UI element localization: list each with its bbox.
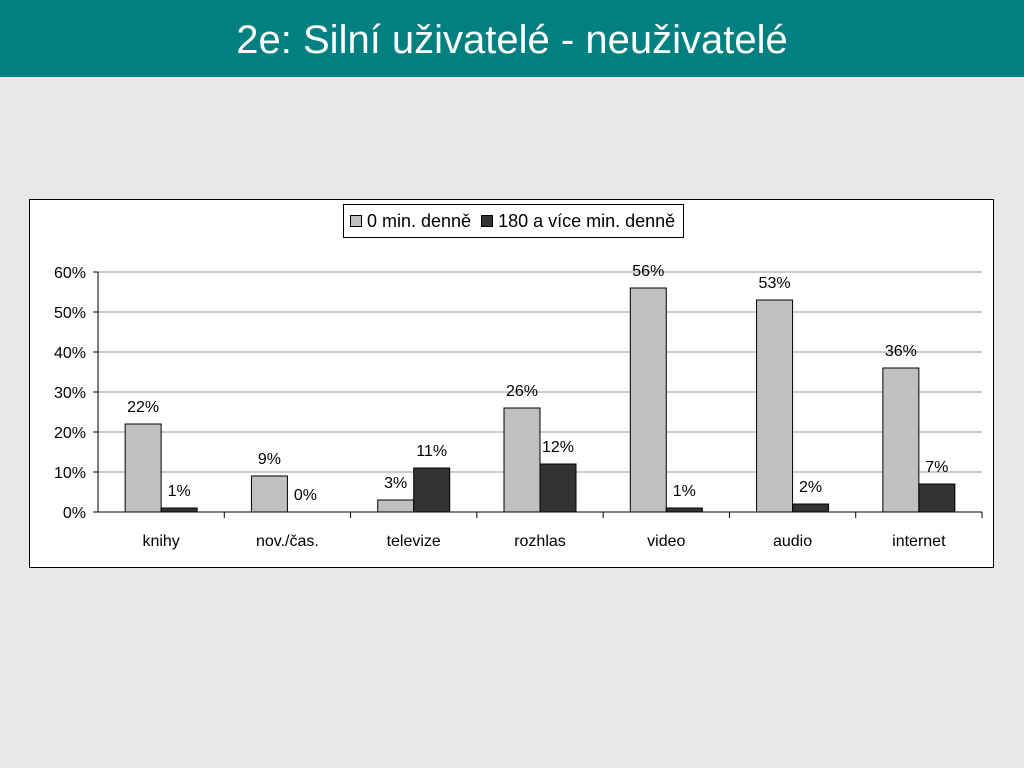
- bar-series-0: [882, 367, 920, 513]
- bar-series-1: [413, 467, 451, 513]
- y-tick-label: 60%: [54, 265, 86, 282]
- data-label-series-1: 11%: [416, 443, 447, 460]
- y-tick-label: 30%: [54, 385, 86, 402]
- data-label-series-0: 53%: [759, 275, 791, 292]
- x-tick-label: video: [647, 533, 685, 550]
- data-label-series-1: 1%: [673, 483, 696, 500]
- x-tick-label: knihy: [142, 533, 179, 550]
- x-tick-label: nov./čas.: [256, 533, 319, 550]
- bar-series-1: [792, 503, 830, 513]
- data-label-series-1: 7%: [925, 459, 948, 476]
- y-tick-label: 20%: [54, 425, 86, 442]
- bar-chart: 0% 10% 20% 30% 40% 50% 60% knihy 22% 1% nov./čas. 9…: [54, 263, 983, 550]
- chart-container: 0% 10% 20% 30% 40% 50% 60% knihy 22% 1% nov./čas. 9…: [29, 199, 994, 568]
- y-tick-label: 50%: [54, 305, 86, 322]
- y-tick-label: 40%: [54, 345, 86, 362]
- bar-series-0: [756, 299, 794, 513]
- legend-swatch-series-1: [481, 215, 494, 227]
- y-tick-label: 10%: [54, 465, 86, 482]
- bar-series-0: [503, 407, 541, 513]
- data-label-series-1: 0%: [294, 487, 317, 504]
- data-label-series-0: 3%: [384, 475, 407, 492]
- bar-series-1: [918, 483, 956, 513]
- y-tick-label: 0%: [63, 505, 86, 522]
- bar-series-0: [250, 475, 288, 513]
- bar-series-1: [160, 507, 198, 513]
- legend-item-series-0: 0 min. denně: [350, 211, 471, 232]
- slide-title: 2e: Silní uživatelé - neuživatelé: [236, 18, 788, 62]
- x-tick-label: rozhlas: [514, 533, 566, 550]
- data-label-series-0: 22%: [127, 399, 159, 416]
- data-label-series-1: 12%: [542, 439, 574, 456]
- data-label-series-0: 56%: [632, 263, 664, 280]
- data-label-series-0: 9%: [258, 451, 281, 468]
- chart-legend: 0 min. denně 180 a více min. denně: [343, 204, 685, 238]
- bar-series-0: [629, 287, 667, 513]
- data-label-series-0: 26%: [506, 383, 538, 400]
- bar-series-0: [377, 499, 415, 513]
- x-tick-label: televize: [387, 533, 441, 550]
- data-label-series-0: 36%: [885, 343, 917, 360]
- x-tick-label: audio: [773, 533, 812, 550]
- legend-label-series-0: 0 min. denně: [367, 210, 472, 231]
- slide-header: 2e: Silní uživatelé - neuživatelé: [0, 0, 1024, 77]
- data-label-series-1: 2%: [799, 479, 822, 496]
- bar-series-1: [539, 463, 577, 513]
- legend-swatch-series-0: [350, 215, 362, 227]
- legend-item-series-1: 180 a více min. denně: [481, 211, 675, 232]
- x-tick-label: internet: [892, 533, 946, 550]
- bar-series-0: [124, 423, 162, 513]
- legend-label-series-1: 180 a více min. denně: [498, 210, 676, 231]
- bar-series-1: [665, 507, 703, 513]
- data-label-series-1: 1%: [168, 483, 191, 500]
